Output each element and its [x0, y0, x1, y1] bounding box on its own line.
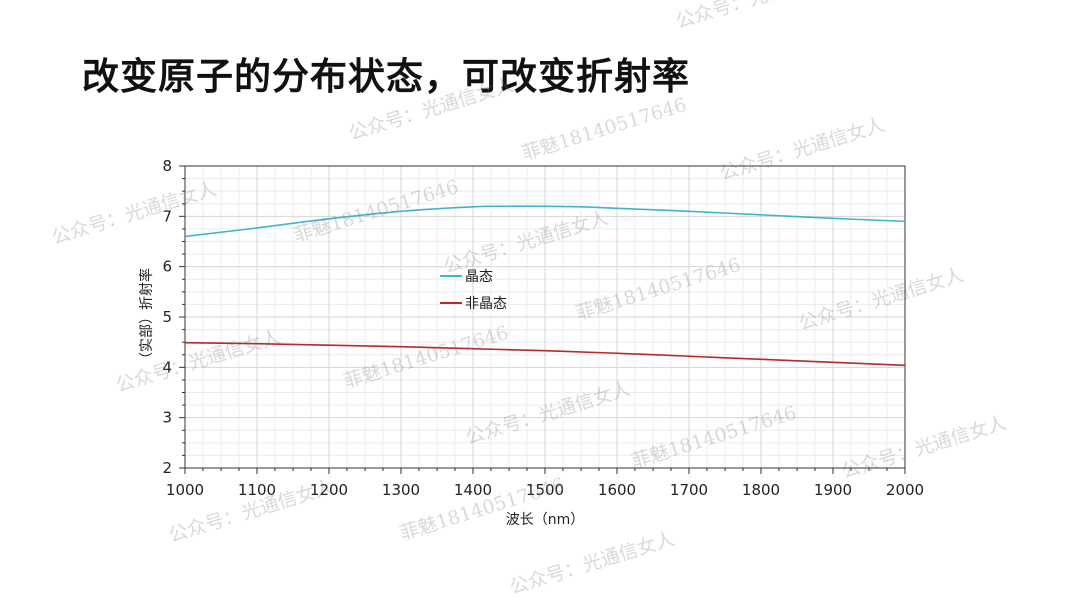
x-tick-label: 1400: [454, 481, 492, 499]
x-tick-label: 1600: [598, 481, 636, 499]
y-tick-label: 3: [162, 409, 172, 427]
x-tick-label: 1900: [814, 481, 852, 499]
x-axis-ticks: 1000 1100 1200 1300 1400 1500 1600 1700 1800 1900…: [166, 468, 924, 499]
series-line-1: [184, 205, 906, 238]
x-tick-label: 1200: [310, 481, 348, 499]
x-tick-label: 1500: [526, 481, 564, 499]
series-line-2: [184, 341, 906, 367]
slide-title: 改变原子的分布状态，可改变折射率: [82, 55, 690, 98]
x-tick-label: 1700: [670, 481, 708, 499]
x-tick-label: 1800: [742, 481, 780, 499]
y-tick-label: 5: [162, 308, 172, 326]
x-tick-label: 1300: [382, 481, 420, 499]
x-tick-label: 2000: [886, 481, 924, 499]
legend-label: 晶态: [465, 269, 493, 285]
y-tick-label: 8: [162, 157, 172, 175]
y-tick-label: 4: [162, 358, 172, 376]
y-tick-label: 7: [162, 207, 172, 225]
y-axis-label: （实部）折射率: [138, 268, 155, 366]
legend-label: 非晶态: [465, 296, 507, 312]
x-axis-label: 波长（nm）: [506, 512, 585, 528]
x-tick-label: 1100: [238, 481, 276, 499]
x-tick-label: 1000: [166, 481, 204, 499]
y-axis-ticks: 2 3 4 5 6 7 8: [162, 157, 185, 477]
series-layer: [184, 205, 906, 367]
y-tick-label: 2: [162, 459, 172, 477]
y-tick-label: 6: [162, 258, 172, 276]
